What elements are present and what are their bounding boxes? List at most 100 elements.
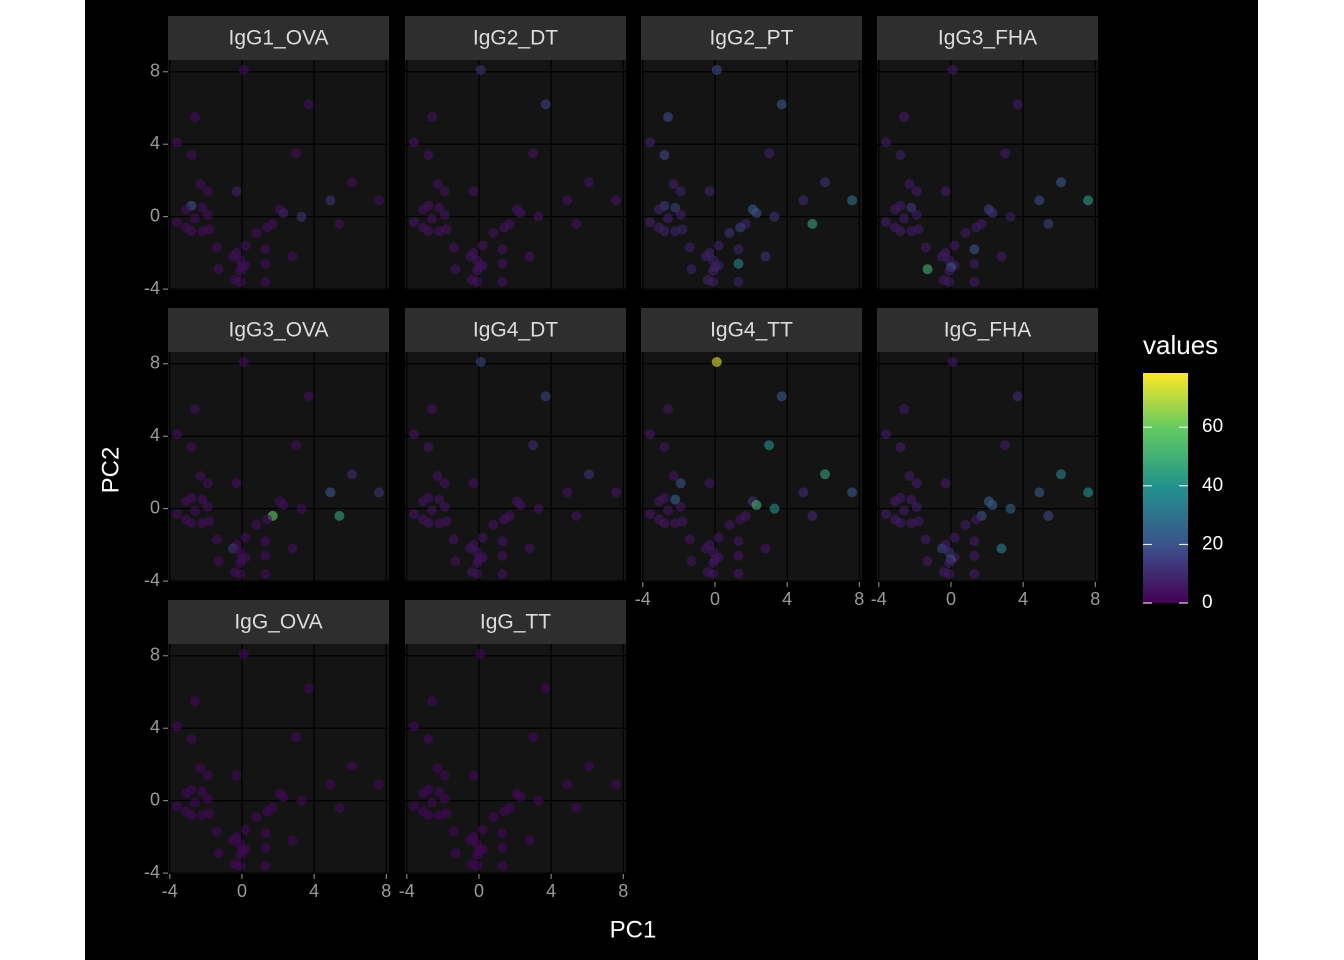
point <box>488 519 499 530</box>
point <box>906 494 917 505</box>
point <box>515 792 526 803</box>
point <box>423 734 434 745</box>
colorbar-label: 60 <box>1202 416 1223 437</box>
point <box>477 824 488 835</box>
point <box>468 770 479 781</box>
point <box>497 536 508 547</box>
point <box>911 186 922 197</box>
point <box>423 810 434 821</box>
point <box>347 761 358 772</box>
point <box>497 276 508 287</box>
point <box>325 779 336 790</box>
point <box>197 518 208 529</box>
point <box>186 442 197 453</box>
point <box>911 501 922 512</box>
panel <box>168 644 389 874</box>
point <box>735 222 746 233</box>
point <box>947 356 958 367</box>
point <box>197 786 208 797</box>
point <box>238 356 249 367</box>
point <box>890 496 901 507</box>
x-tick-label: 4 <box>309 881 319 901</box>
x-tick-label: 4 <box>1018 589 1028 609</box>
point <box>708 568 719 579</box>
point <box>213 556 224 567</box>
panel <box>405 60 626 290</box>
point <box>733 258 744 269</box>
point <box>439 209 450 220</box>
point <box>881 217 892 228</box>
point <box>987 208 998 219</box>
point <box>533 211 544 222</box>
point <box>472 265 483 276</box>
point <box>235 276 246 287</box>
point <box>190 696 201 707</box>
y-tick-label: -4 <box>144 278 160 298</box>
point <box>334 510 345 521</box>
point <box>450 556 461 567</box>
point <box>645 429 656 440</box>
point <box>262 222 273 233</box>
point <box>211 242 222 253</box>
point <box>920 242 931 253</box>
point <box>260 860 271 871</box>
point <box>409 721 420 732</box>
x-tick-label: 0 <box>946 589 956 609</box>
point <box>186 734 197 745</box>
point <box>432 179 443 190</box>
point <box>807 218 818 229</box>
point <box>172 721 183 732</box>
point <box>540 391 551 402</box>
strip-label: IgG1_OVA <box>229 27 329 50</box>
point <box>704 186 715 197</box>
point <box>969 276 980 287</box>
point <box>418 496 429 507</box>
point <box>260 842 271 853</box>
point <box>211 534 222 545</box>
point <box>291 148 302 159</box>
point <box>881 137 892 148</box>
point <box>260 276 271 287</box>
point <box>906 518 917 529</box>
point <box>776 99 787 110</box>
point <box>911 478 922 489</box>
point <box>296 795 307 806</box>
point <box>1043 218 1054 229</box>
point <box>497 842 508 853</box>
y-tick-label: 4 <box>150 717 160 737</box>
point <box>969 568 980 579</box>
point <box>497 828 508 839</box>
point <box>475 648 486 659</box>
point <box>944 265 955 276</box>
point <box>499 806 510 817</box>
point <box>186 810 197 821</box>
point <box>675 209 686 220</box>
point <box>969 550 980 561</box>
point <box>899 213 910 224</box>
point <box>260 550 271 561</box>
strip <box>641 308 862 352</box>
point <box>899 404 910 415</box>
point <box>764 148 775 159</box>
point <box>238 64 249 75</box>
point <box>1000 148 1011 159</box>
point <box>944 276 955 287</box>
point <box>899 112 910 123</box>
point <box>847 487 858 498</box>
point <box>1083 487 1094 498</box>
point <box>418 204 429 215</box>
point <box>663 112 674 123</box>
point <box>776 391 787 402</box>
panel <box>168 352 389 582</box>
point <box>235 849 246 860</box>
point <box>287 251 298 262</box>
point <box>670 202 681 213</box>
point <box>571 218 582 229</box>
point <box>197 494 208 505</box>
point <box>969 258 980 269</box>
point <box>409 429 420 440</box>
point <box>374 487 385 498</box>
point <box>940 478 951 489</box>
point <box>190 404 201 415</box>
